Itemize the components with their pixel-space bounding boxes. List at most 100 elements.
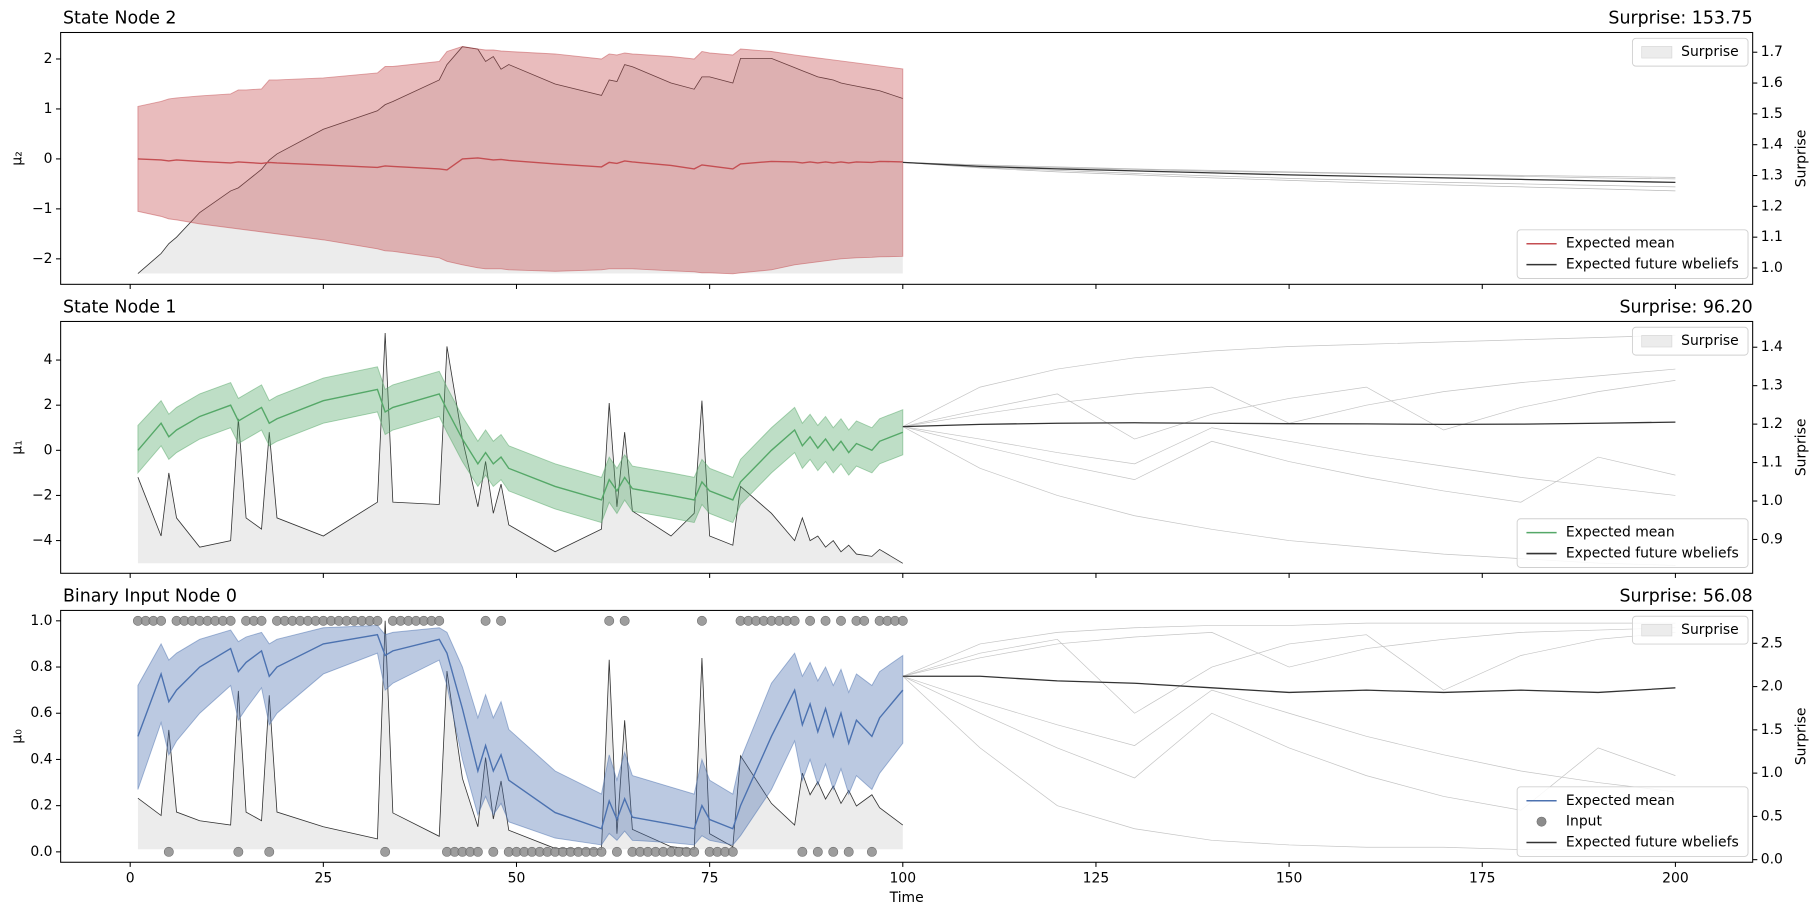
legend: Expected mean Expected future wbeliefs [1516,229,1749,279]
mean-line [137,388,904,501]
y-tick-label: 4 [44,352,53,368]
y2-tick-label: 2.5 [1761,635,1783,651]
y-tick-label: −1 [32,201,53,217]
panel-title: Binary Input Node 0 [63,587,237,607]
mean-line [137,157,903,171]
y2-tick-label: 0.0 [1761,852,1783,868]
legend-swatch [1536,816,1547,827]
input-point [866,846,877,857]
plot-frame [60,320,1754,574]
legend-box [1516,786,1749,857]
y2-tick-label: 1.1 [1761,229,1783,245]
y2-tick-label: 1.6 [1761,75,1783,91]
future-trajectory [902,622,1676,677]
y2-tick-label: 1.0 [1761,493,1783,509]
y2-tick-label: 0.9 [1761,531,1783,547]
y2-tick-label: 1.4 [1761,339,1783,355]
input-point [163,846,174,857]
y-tick-label: 1.0 [30,613,52,629]
x-tick-label: 0 [126,871,135,887]
y-tick-label: 0.6 [30,705,52,721]
future-trajectory [902,627,1676,677]
input-point [488,846,499,857]
y-tick-label: 1 [44,101,53,117]
legend-label: Expected mean [1566,236,1675,252]
legend-label: Surprise [1681,333,1739,349]
panel: Binary Input Node 0 Surprise: 56.08 0.0 0.2… [10,587,1810,907]
uncertainty-band [137,46,904,275]
y2-tick-label: 1.3 [1761,168,1783,184]
future-trajectory [902,426,1676,503]
input-point [696,615,707,626]
input-point [836,615,846,626]
y-tick-label: 0.2 [30,798,52,814]
panel: State Node 2 Surprise: 153.75 −2 −1 0 1 2 1.0 1.… [10,9,1809,289]
legend-label: Surprise [1681,44,1739,60]
surprise-line [137,46,903,274]
input-point [256,615,267,626]
input-point [264,846,275,857]
legend-swatch [1641,624,1673,637]
y2-tick-label: 1.2 [1761,198,1783,214]
legend-label: Expected mean [1566,793,1675,809]
panel: State Node 1 Surprise: 96.20 −4 −2 0 2 4 0.9 1.0… [10,298,1809,578]
plot-frame [60,609,1754,863]
future-mean-line [902,675,1676,694]
y2-axis-label: Surprise [1793,708,1809,766]
y-tick-label: 0 [44,151,53,167]
surprise-area [137,46,903,274]
y2-axis-label: Surprise [1793,130,1809,188]
surprise-total: Surprise: 153.75 [1608,9,1752,29]
input-point [727,846,738,857]
y2-tick-label: 1.2 [1761,416,1783,432]
legend-swatch [1641,335,1673,348]
x-tick-label: 50 [508,871,526,887]
legend-label: Expected future wbeliefs [1566,546,1739,562]
input-point [820,615,831,626]
future-mean-line [902,421,1676,428]
legend-label: Expected future wbeliefs [1566,257,1739,273]
plot-area [137,332,1676,566]
panel-title: State Node 1 [63,298,177,318]
input-point [812,846,823,857]
input-point [233,846,244,857]
y-axis-label: μ₀ [10,729,26,744]
input-point [480,615,491,626]
input-point [380,846,391,857]
input-point [789,615,800,626]
y2-tick-label: 0.5 [1761,808,1783,824]
input-point [596,846,607,857]
y2-tick-label: 1.3 [1761,378,1783,394]
legend-box [1631,615,1749,645]
x-tick-label: 100 [890,871,917,887]
input-point [859,615,870,626]
y-tick-label: 2 [44,51,53,67]
legend: Expected mean Expected future wbeliefs [1516,518,1749,568]
y2-tick-label: 1.7 [1761,44,1783,60]
future-trajectory [902,162,1676,192]
y-axis-label: μ₁ [10,440,26,454]
input-point [805,615,816,626]
x-tick-label: 125 [1083,871,1110,887]
input-point [472,846,483,857]
uncertainty-band [137,366,904,524]
x-tick-label: 150 [1276,871,1303,887]
panel-title: State Node 2 [63,9,177,29]
legend-label: Expected future wbeliefs [1566,835,1739,851]
future-trajectory [902,162,1676,180]
x-tick-label: 200 [1662,871,1689,887]
y-tick-label: −2 [32,487,53,503]
y-tick-label: 0.4 [30,751,52,767]
plot-area [132,615,1676,857]
input-point [496,615,506,626]
future-trajectory [902,426,1676,496]
legend-box [1631,326,1749,356]
legend: Surprise [1631,37,1749,67]
input-point [619,615,630,626]
future-trajectory [902,368,1676,427]
legend-label: Expected mean [1566,525,1675,541]
plot-area [137,46,1676,275]
